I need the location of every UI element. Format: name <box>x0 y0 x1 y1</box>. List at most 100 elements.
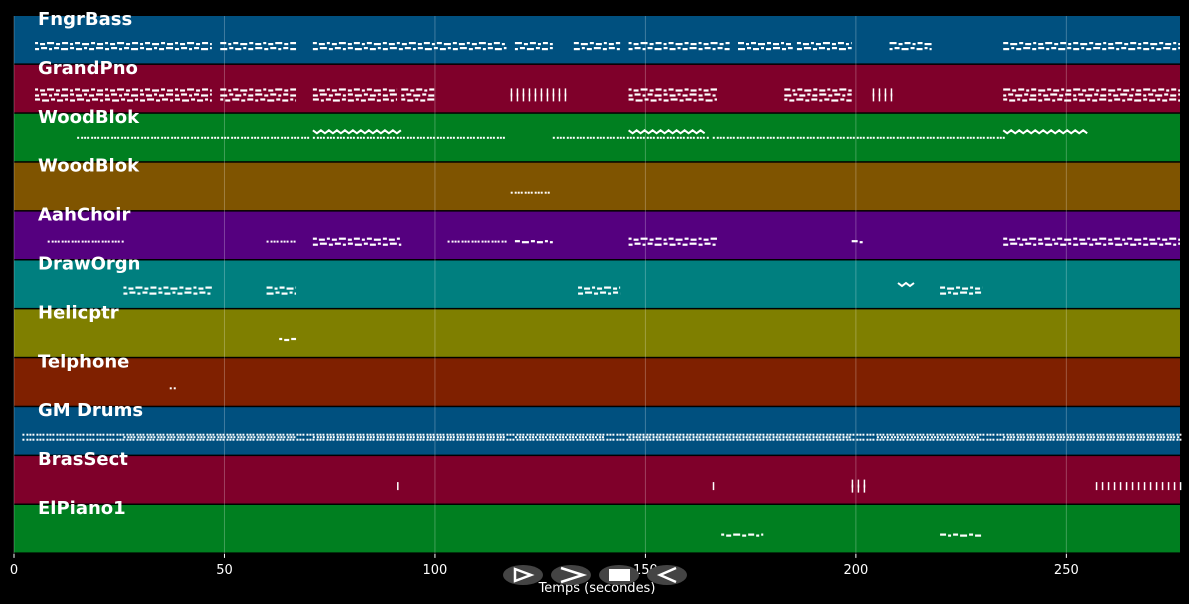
note-mark <box>363 93 368 96</box>
note-mark <box>332 136 335 139</box>
note-mark <box>862 136 865 139</box>
note-mark <box>456 433 459 436</box>
note-mark <box>692 136 695 139</box>
note-mark <box>1064 238 1072 241</box>
note-mark <box>1080 242 1088 245</box>
note-mark <box>459 433 462 436</box>
note-mark <box>117 42 125 45</box>
track-lane <box>14 211 1180 259</box>
note-mark <box>76 438 79 441</box>
note-mark <box>677 242 681 245</box>
note-mark <box>1038 93 1042 96</box>
note-mark <box>901 48 909 51</box>
note-mark <box>826 438 829 441</box>
note-mark <box>129 433 132 436</box>
note-mark <box>172 433 175 436</box>
note-mark <box>948 291 952 294</box>
stop-button[interactable] <box>599 565 639 585</box>
note-mark <box>960 534 968 537</box>
note-mark <box>882 433 885 436</box>
note-mark <box>210 89 212 92</box>
note-mark <box>910 47 915 50</box>
note-mark <box>772 136 775 139</box>
note-mark <box>831 99 839 102</box>
rewind-button[interactable] <box>503 565 543 585</box>
note-mark <box>828 94 833 97</box>
note-mark <box>452 48 458 51</box>
note-mark <box>1136 433 1139 436</box>
note-mark <box>916 438 919 441</box>
note-mark <box>829 433 832 436</box>
note-mark <box>1143 94 1147 97</box>
note-mark <box>442 433 445 436</box>
note-mark <box>879 438 882 441</box>
note-mark <box>302 433 305 436</box>
note-mark <box>838 48 846 51</box>
note-mark <box>231 136 234 139</box>
note-mark <box>699 438 702 441</box>
note-mark <box>726 534 732 537</box>
note-mark <box>1106 433 1109 436</box>
note-mark <box>863 479 866 488</box>
note-mark <box>579 433 582 436</box>
note-mark <box>1108 43 1114 46</box>
note-mark <box>849 438 852 441</box>
note-mark <box>338 42 346 45</box>
note-mark <box>728 436 731 439</box>
note-mark <box>626 438 629 441</box>
note-mark <box>549 241 553 244</box>
note-mark <box>950 436 953 439</box>
note-mark <box>201 136 204 139</box>
note-mark <box>339 136 342 139</box>
note-mark <box>751 42 757 45</box>
note-mark <box>389 436 392 439</box>
note-mark <box>859 136 862 139</box>
note-mark <box>462 433 465 436</box>
note-mark <box>504 240 507 243</box>
note-mark <box>706 438 709 441</box>
note-mark <box>189 433 192 436</box>
note-mark <box>100 99 104 102</box>
note-mark <box>684 88 689 91</box>
note-mark <box>1157 237 1161 240</box>
note-mark <box>526 48 534 51</box>
note-mark <box>912 136 915 139</box>
note-mark <box>1006 438 1009 441</box>
note-mark <box>789 438 792 441</box>
note-mark <box>1016 48 1022 51</box>
note-mark <box>342 243 346 246</box>
note-mark <box>51 98 56 101</box>
note-mark <box>982 438 985 441</box>
note-mark <box>726 433 729 436</box>
note-mark <box>593 47 601 50</box>
note-mark <box>246 433 249 436</box>
note-mark <box>203 436 206 439</box>
note-mark <box>1143 243 1149 246</box>
note-mark <box>932 136 935 139</box>
note-mark <box>970 436 973 439</box>
note-mark <box>267 436 270 439</box>
note-mark <box>366 438 369 441</box>
note-mark <box>170 99 174 102</box>
note-mark <box>1003 436 1006 439</box>
note-mark <box>69 433 72 436</box>
note-mark <box>896 436 899 439</box>
note-mark <box>276 240 279 243</box>
note-mark <box>979 433 982 436</box>
note-mark <box>332 438 335 441</box>
note-mark <box>628 436 631 439</box>
note-mark <box>175 88 179 91</box>
note-mark <box>46 438 49 441</box>
back-button[interactable] <box>647 565 687 585</box>
note-mark <box>469 436 472 439</box>
x-tick-label: 250 <box>1054 563 1079 578</box>
note-mark <box>356 433 359 436</box>
note-mark <box>284 136 287 139</box>
play-button[interactable] <box>551 565 591 585</box>
note-mark <box>756 433 759 436</box>
note-mark <box>636 433 639 436</box>
note-mark <box>82 89 90 92</box>
note-mark <box>52 438 55 441</box>
note-mark <box>752 433 755 436</box>
note-mark <box>655 237 662 240</box>
